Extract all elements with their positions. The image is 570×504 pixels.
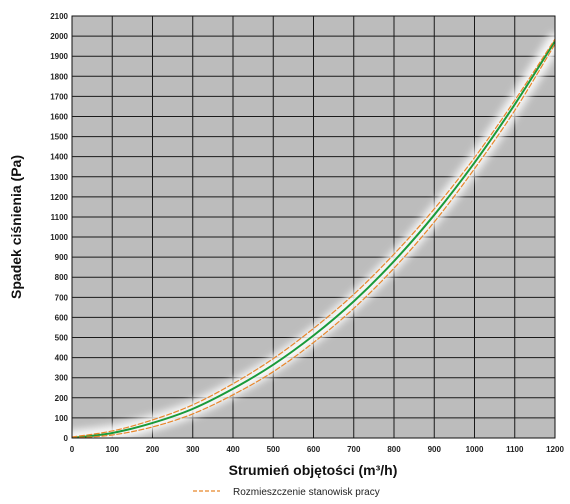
y-tick-label: 1900 xyxy=(50,52,68,61)
y-tick-label: 1000 xyxy=(50,233,68,242)
y-tick-label: 1600 xyxy=(50,112,68,121)
x-tick-label: 200 xyxy=(146,445,160,454)
x-tick-label: 800 xyxy=(387,445,401,454)
y-tick-label: 100 xyxy=(55,414,69,423)
y-tick-label: 600 xyxy=(55,313,69,322)
y-tick-label: 2000 xyxy=(50,32,68,41)
y-tick-label: 0 xyxy=(64,434,69,443)
y-tick-label: 1100 xyxy=(51,213,69,222)
y-tick-label: 400 xyxy=(55,354,69,363)
y-tick-label: 800 xyxy=(55,273,69,282)
y-axis-label: Spadek ciśnienia (Pa) xyxy=(8,155,24,299)
x-tick-label: 100 xyxy=(106,445,120,454)
series-line-main xyxy=(72,40,555,438)
y-tick-label: 700 xyxy=(55,293,69,302)
y-tick-label: 2100 xyxy=(50,12,68,21)
y-tick-label: 500 xyxy=(55,334,69,343)
x-tick-label: 300 xyxy=(186,445,200,454)
x-tick-label: 1200 xyxy=(546,445,564,454)
y-tick-label: 300 xyxy=(55,374,69,383)
y-tick-label: 1200 xyxy=(50,193,68,202)
y-axis-ticks: 0 100 200 300 400 500 600 700 800 900 1000 1100 1200… xyxy=(50,12,68,443)
y-tick-label: 900 xyxy=(55,253,69,262)
x-tick-label: 700 xyxy=(347,445,361,454)
y-tick-label: 1800 xyxy=(50,72,68,81)
x-axis-ticks: 0 100 200 300 400 500 600 700 800 900 1000 1100 1200 xyxy=(70,445,565,454)
x-tick-label: 600 xyxy=(307,445,321,454)
x-tick-label: 1000 xyxy=(466,445,484,454)
legend-label: Rozmieszczenie stanowisk pracy xyxy=(233,487,380,498)
x-axis-label: Strumień objętości (m³/h) xyxy=(229,462,398,478)
series-layer xyxy=(72,38,555,438)
plot-frame xyxy=(71,15,556,439)
y-tick-label: 1400 xyxy=(50,153,68,162)
y-tick-label: 1700 xyxy=(50,92,68,101)
series-line-lower_tolerance xyxy=(72,43,555,438)
x-tick-label: 900 xyxy=(428,445,442,454)
x-tick-label: 500 xyxy=(267,445,281,454)
y-tick-label: 1500 xyxy=(50,133,68,142)
y-tick-label: 1300 xyxy=(50,173,68,182)
x-tick-label: 1100 xyxy=(506,445,524,454)
series-line-upper_tolerance xyxy=(72,38,555,438)
x-tick-label: 0 xyxy=(70,445,75,454)
y-tick-label: 200 xyxy=(55,394,69,403)
x-tick-label: 400 xyxy=(226,445,240,454)
legend: Rozmieszczenie stanowisk pracy xyxy=(193,487,380,498)
